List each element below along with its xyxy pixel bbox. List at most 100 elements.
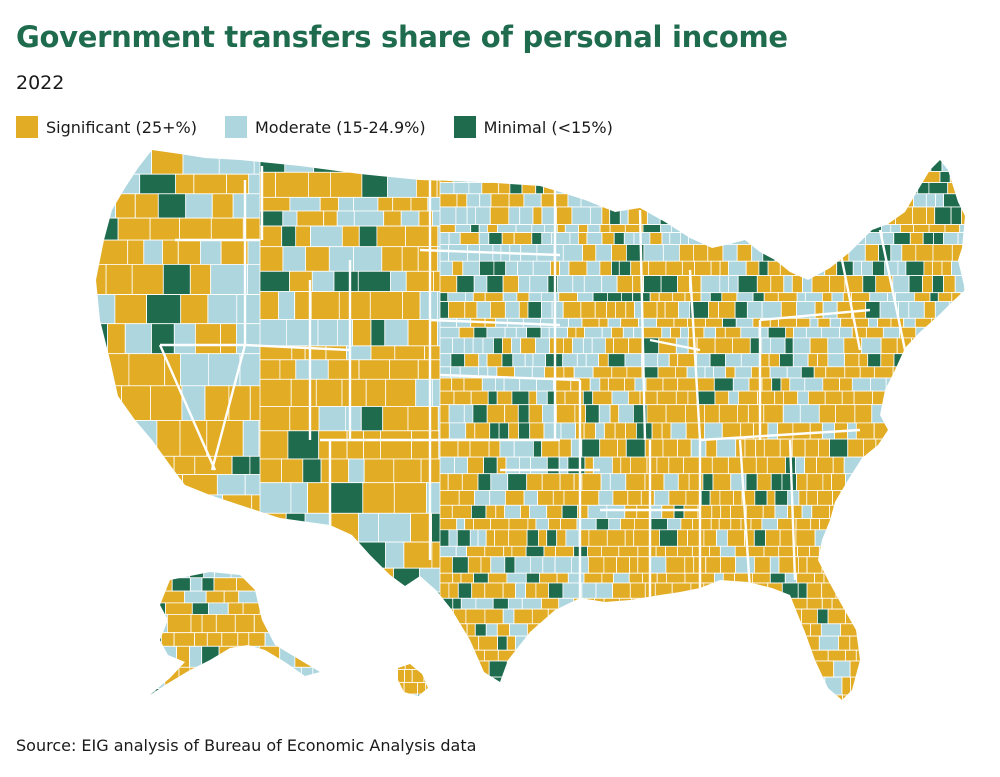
- county-cell: [770, 337, 786, 355]
- county-cell: [518, 301, 529, 319]
- county-cell: [439, 404, 450, 424]
- county-cell: [530, 556, 544, 574]
- county-cell: [221, 524, 261, 554]
- county-cell: [732, 377, 750, 392]
- state-border-line: [419, 248, 561, 257]
- county-cell: [96, 385, 123, 421]
- county-cell: [684, 572, 702, 584]
- county-cell: [521, 182, 537, 195]
- county-cell: [916, 623, 932, 637]
- county-cell: [688, 232, 705, 245]
- county-cell: [611, 366, 628, 379]
- county-cell: [338, 541, 355, 569]
- county-cell: [203, 572, 215, 579]
- county-cell: [957, 377, 965, 392]
- county-cell: [562, 301, 582, 319]
- county-cell: [111, 494, 146, 526]
- county-cell: [958, 438, 965, 458]
- county-cell: [182, 474, 218, 496]
- county-cell: [329, 610, 352, 641]
- county-cell: [643, 244, 664, 262]
- county-cell: [603, 556, 618, 574]
- county-cell: [454, 224, 472, 233]
- county-cell: [259, 482, 292, 514]
- county-cell: [481, 377, 496, 392]
- county-cell: [407, 319, 438, 347]
- county-cell: [625, 473, 646, 491]
- county-cell: [958, 404, 965, 424]
- county-cell: [783, 275, 793, 294]
- county-cell: [333, 270, 359, 293]
- county-cell: [738, 150, 748, 155]
- county-cell: [700, 292, 711, 302]
- county-cell: [131, 264, 164, 295]
- county-cell: [715, 326, 726, 339]
- county-cell: [552, 490, 565, 506]
- county-cell: [674, 676, 684, 696]
- county-cell: [804, 438, 819, 458]
- county-cell: [160, 632, 175, 647]
- county-cell: [526, 635, 536, 651]
- county-cell: [567, 193, 582, 208]
- county-cell: [888, 422, 901, 440]
- county-cell: [962, 301, 965, 319]
- county-cell: [646, 404, 667, 424]
- county-cell: [823, 206, 835, 226]
- county-cell: [779, 623, 797, 637]
- county-cell: [547, 660, 557, 678]
- county-cell: [968, 583, 976, 598]
- county-cell: [639, 390, 658, 406]
- county-cell: [763, 292, 779, 302]
- county-cell: [696, 353, 711, 368]
- county-cell: [730, 676, 747, 696]
- county-cell: [630, 623, 648, 637]
- county-cell: [110, 621, 129, 654]
- county-cell: [363, 458, 395, 484]
- county-cell: [975, 367, 989, 378]
- county-cell: [570, 660, 581, 678]
- county-cell: [532, 206, 543, 226]
- county-cell: [513, 232, 533, 245]
- county-cell: [452, 635, 463, 651]
- county-cell: [439, 473, 449, 491]
- county-cell: [469, 438, 490, 458]
- county-cell: [474, 623, 487, 637]
- county-cell: [829, 438, 849, 458]
- county-cell: [719, 260, 729, 276]
- county-cell: [795, 518, 812, 531]
- county-cell: [154, 688, 170, 695]
- county-cell: [617, 182, 633, 195]
- county-cell: [727, 193, 748, 208]
- county-cell: [515, 635, 528, 651]
- county-cell: [950, 597, 965, 610]
- county-cell: [341, 225, 360, 248]
- county-cell: [569, 153, 583, 172]
- county-cell: [943, 232, 959, 245]
- county-cell: [490, 518, 510, 531]
- county-cell: [447, 473, 463, 491]
- county-cell: [749, 232, 767, 245]
- county-cell: [700, 490, 711, 506]
- county-cell: [611, 390, 629, 406]
- county-cell: [845, 556, 857, 574]
- county-cell: [920, 518, 940, 531]
- county-cell: [458, 490, 475, 506]
- county-cell: [439, 193, 458, 208]
- county-cell: [847, 597, 857, 610]
- county-cell: [656, 193, 668, 208]
- county-cell: [661, 232, 671, 245]
- county-cell: [259, 319, 287, 347]
- county-cell: [831, 153, 849, 172]
- county-cell: [595, 422, 605, 440]
- county-cell: [694, 694, 713, 700]
- county-cell: [591, 150, 601, 155]
- county-cell: [531, 608, 549, 625]
- county-cell: [758, 260, 769, 276]
- county-cell: [922, 232, 935, 245]
- county-cell: [928, 182, 949, 195]
- county-cell: [560, 518, 578, 531]
- county-cell: [682, 676, 698, 696]
- county-cell: [528, 390, 538, 406]
- county-cell: [564, 224, 579, 233]
- county-cell: [862, 193, 883, 208]
